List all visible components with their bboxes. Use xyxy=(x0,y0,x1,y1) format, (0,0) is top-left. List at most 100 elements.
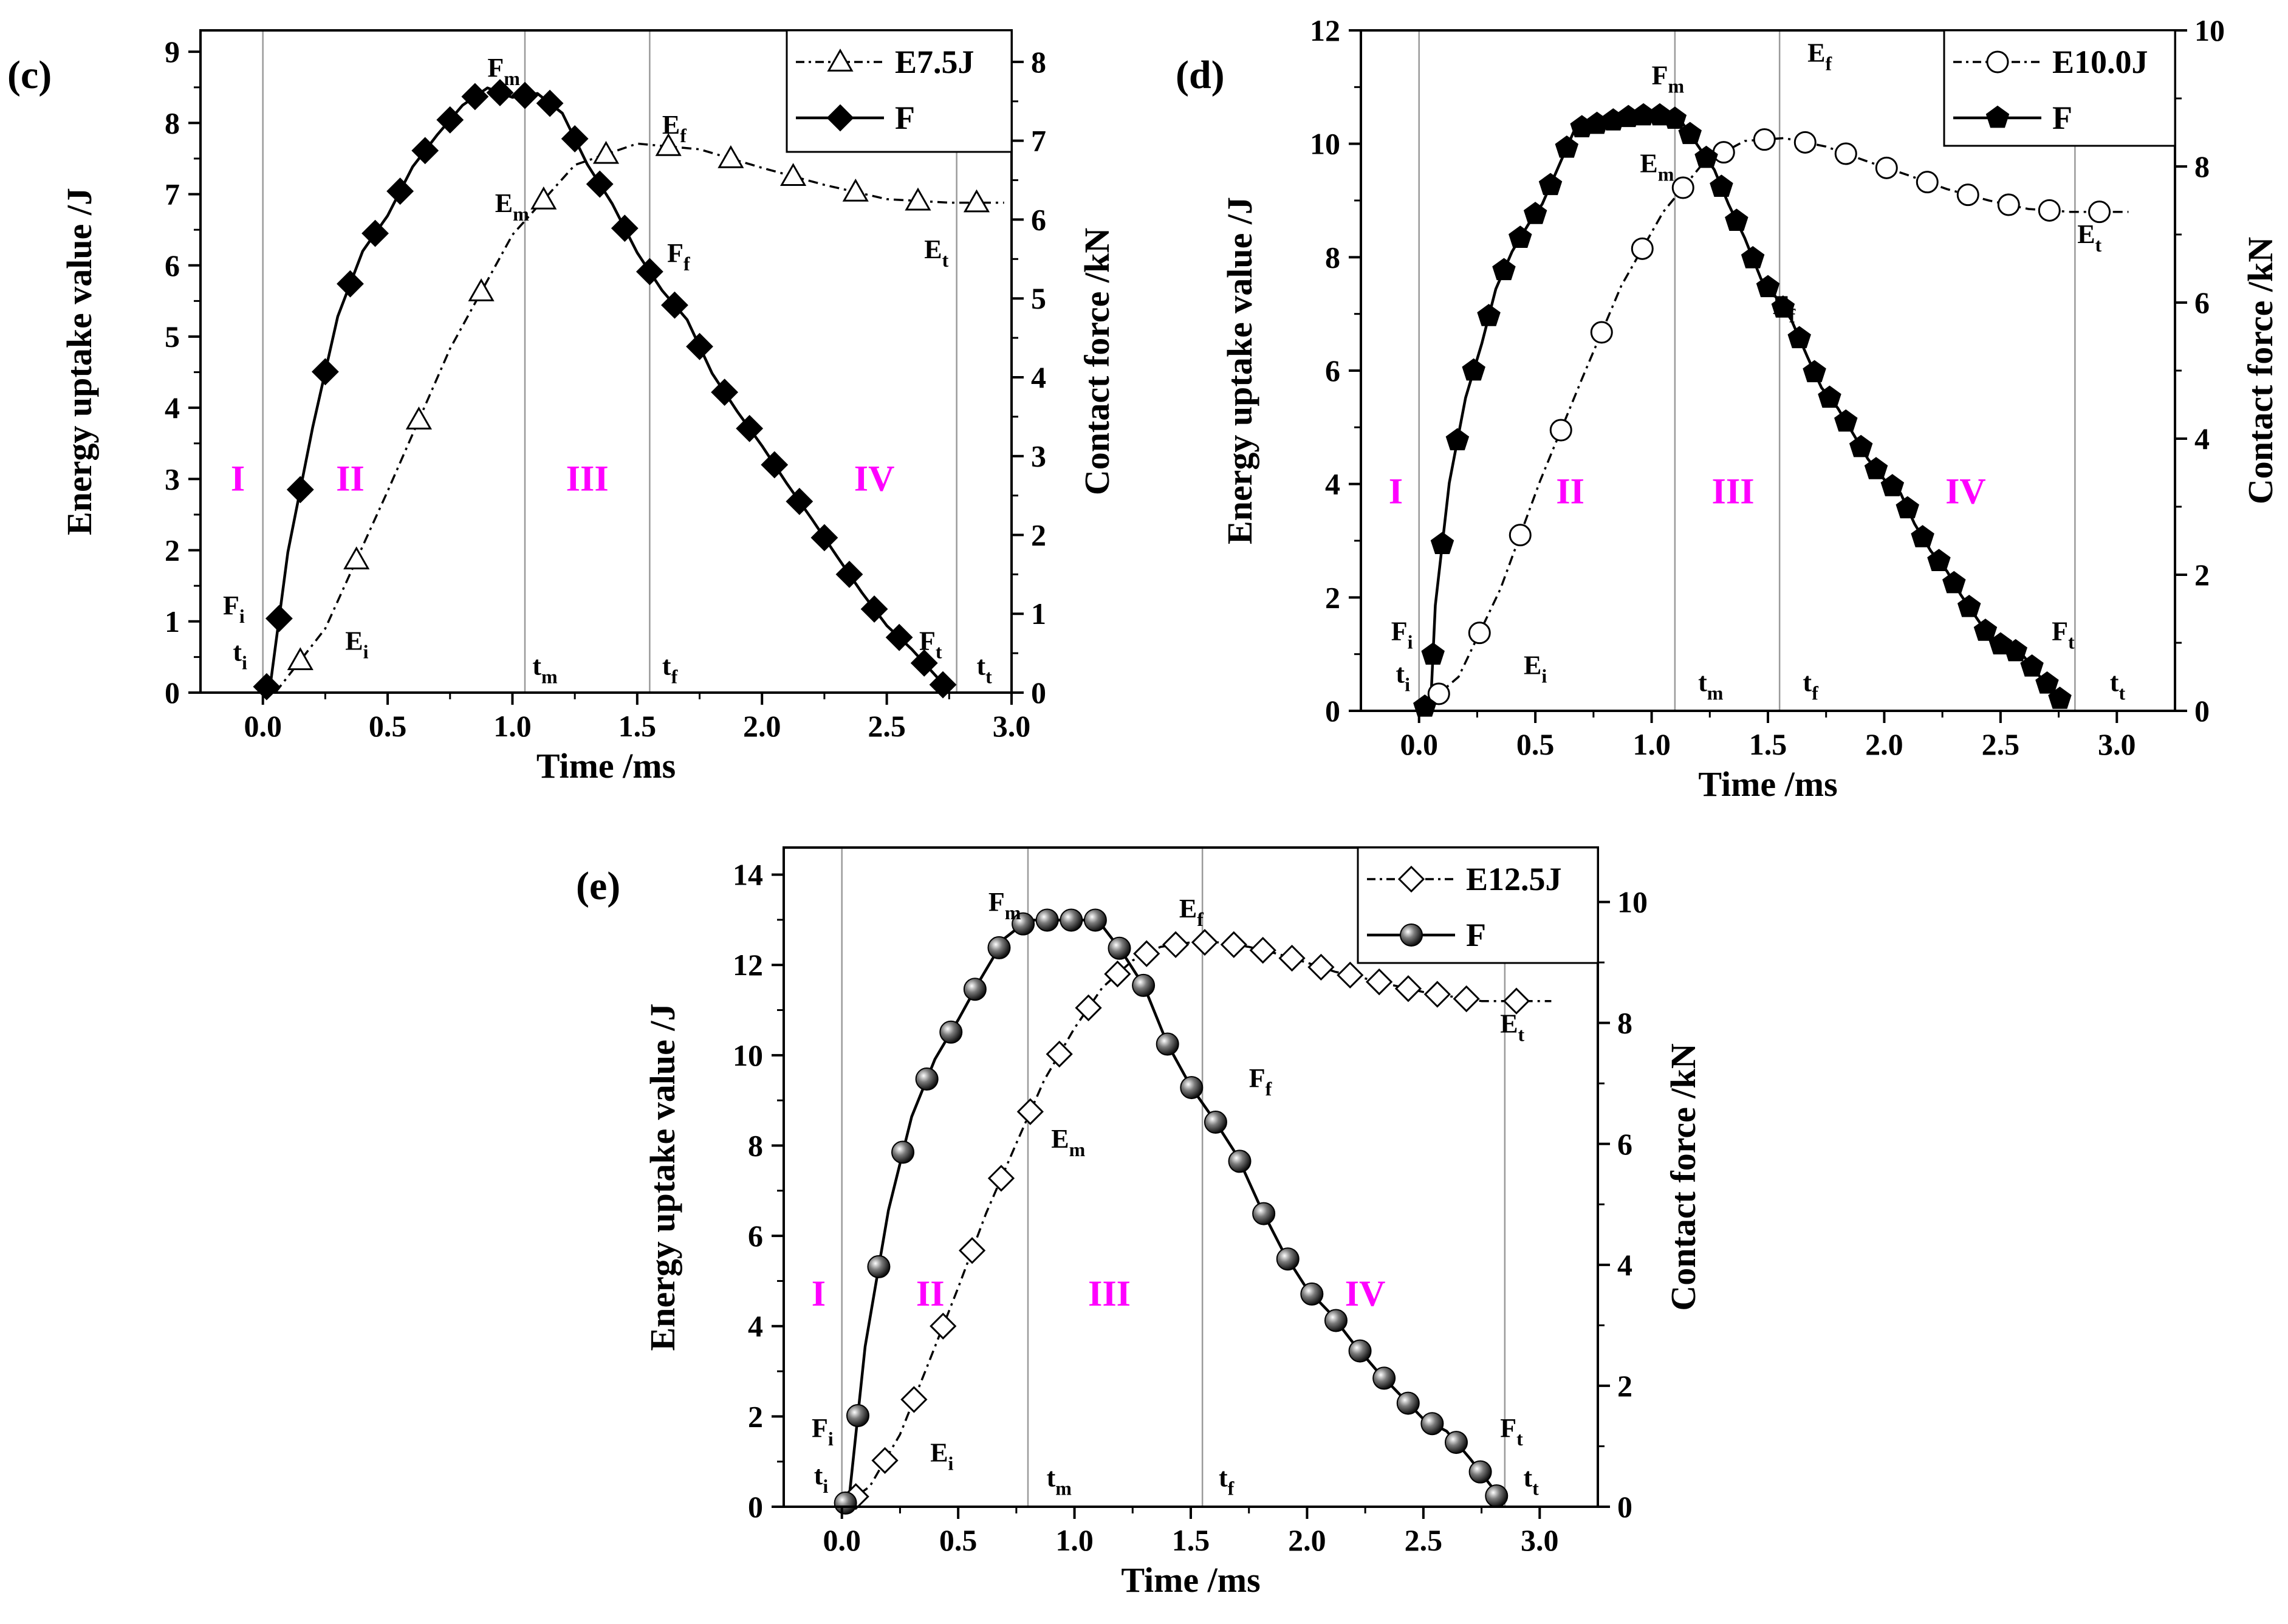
data-point-E7.5J xyxy=(963,189,990,213)
x-tick-label: 2.5 xyxy=(868,709,906,743)
data-point-F xyxy=(1849,434,1873,457)
data-point-F xyxy=(910,649,938,677)
y-left-tick-label: 4 xyxy=(1325,467,1340,501)
point-annotation: Fm xyxy=(487,53,520,89)
data-point-F xyxy=(835,560,863,588)
point-annotation: Ft xyxy=(2052,616,2075,653)
point-annotation: Ef xyxy=(1807,38,1832,74)
x-tick-label: 1.5 xyxy=(618,709,657,743)
phase-label-II: II xyxy=(336,459,365,499)
point-annotation: Fi xyxy=(223,591,245,627)
data-point-F xyxy=(1228,1149,1252,1173)
point-annotation: ti xyxy=(233,637,247,673)
data-point-F xyxy=(586,170,614,198)
legend-box xyxy=(1943,29,2176,147)
x-tick-label: 2.5 xyxy=(1982,727,2020,761)
y-right-tick-label: 6 xyxy=(2194,286,2210,320)
data-point-E10.0J xyxy=(1631,237,1654,260)
data-point-F xyxy=(1276,1247,1300,1271)
point-annotation: tm xyxy=(1698,667,1724,704)
x-axis-title: Time /ms xyxy=(536,746,676,786)
data-point-F xyxy=(885,623,913,651)
data-point-F xyxy=(265,605,293,632)
data-point-F xyxy=(461,83,489,111)
data-point-E12.5J xyxy=(1365,968,1393,996)
data-point-E7.5J xyxy=(405,406,433,430)
data-point-F xyxy=(486,79,514,106)
data-point-E7.5J xyxy=(592,140,620,164)
panel-d: (d) 0.0 0.5 1.0 1.5 2.0 2.5 3.0 0 2 4 6 8 10 12 0 2 4 6 8 10… xyxy=(1176,13,2280,804)
point-annotation: Em xyxy=(1051,1124,1085,1160)
point-annotation: tf xyxy=(1219,1463,1235,1499)
data-point-E7.5J xyxy=(287,647,313,671)
y-left-axis-title: Energy uptake value /J xyxy=(1220,197,1259,544)
y-left-tick-label: 10 xyxy=(733,1038,763,1072)
legend-marker xyxy=(1986,50,2009,74)
data-point-F xyxy=(1396,1391,1420,1415)
legend-marker xyxy=(1400,923,1423,947)
data-point-F xyxy=(2035,671,2059,694)
phase-label-IV: IV xyxy=(854,459,895,499)
y-right-tick-label: 5 xyxy=(1031,281,1046,315)
data-point-F xyxy=(891,1140,915,1164)
data-point-F xyxy=(1372,1366,1396,1390)
y-right-tick-label: 10 xyxy=(1617,885,1648,919)
data-point-E12.5J xyxy=(1453,985,1480,1013)
data-point-F xyxy=(361,219,389,247)
data-point-F xyxy=(1710,174,1733,197)
data-point-F xyxy=(1420,1412,1444,1436)
data-point-F xyxy=(1468,1460,1492,1484)
y-left-tick-label: 9 xyxy=(165,35,180,69)
data-point-E12.5J xyxy=(1307,953,1335,981)
y-left-tick-label: 14 xyxy=(733,858,763,892)
point-annotation: Fi xyxy=(812,1413,834,1450)
series-line-E10.0J xyxy=(1418,137,2129,712)
point-annotation: tt xyxy=(976,651,992,688)
x-tick-label: 1.5 xyxy=(1172,1523,1210,1557)
data-point-F xyxy=(2048,687,2072,709)
phase-label-IV: IV xyxy=(1345,1273,1386,1314)
phase-label-IV: IV xyxy=(1945,471,1986,511)
data-point-F xyxy=(536,89,564,117)
data-point-F xyxy=(1444,1431,1468,1454)
x-axis-title: Time /ms xyxy=(1698,764,1837,804)
data-point-E10.0J xyxy=(2038,199,2061,222)
data-point-F xyxy=(686,332,713,360)
y-right-tick-label: 7 xyxy=(1031,124,1046,158)
data-point-F xyxy=(1523,202,1547,224)
data-point-F xyxy=(511,81,539,109)
point-annotation: Et xyxy=(1500,1009,1524,1046)
x-tick-label: 3.0 xyxy=(1521,1523,1559,1557)
data-point-F xyxy=(1348,1339,1372,1363)
phase-label-I: I xyxy=(812,1273,826,1314)
point-annotation: Et xyxy=(2077,219,2101,256)
data-point-E12.5J xyxy=(871,1447,899,1474)
data-point-F xyxy=(867,1255,891,1278)
data-point-F xyxy=(1555,135,1579,158)
phase-label-II: II xyxy=(916,1273,945,1314)
data-point-E10.0J xyxy=(1834,142,1857,165)
data-point-F xyxy=(1462,358,1485,381)
data-point-E10.0J xyxy=(1549,419,1572,442)
x-tick-label: 2.0 xyxy=(1865,727,1903,761)
y-left-tick-label: 2 xyxy=(165,533,180,567)
x-tick-label: 0.0 xyxy=(244,709,282,743)
data-point-F xyxy=(337,270,364,298)
y-left-tick-label: 8 xyxy=(748,1128,763,1162)
data-point-E12.5J xyxy=(1249,936,1276,964)
x-tick-label: 0.0 xyxy=(823,1523,861,1557)
data-point-F xyxy=(963,978,987,1001)
point-annotation: Ft xyxy=(1500,1413,1523,1450)
y-right-tick-label: 2 xyxy=(1031,518,1046,552)
x-tick-label: 3.0 xyxy=(2098,727,2136,761)
x-tick-label: 0.5 xyxy=(369,709,407,743)
data-point-F xyxy=(1803,360,1826,383)
data-point-E7.5J xyxy=(530,186,557,210)
data-point-F xyxy=(1880,474,1905,496)
panel-e: (e) 0.0 0.5 1.0 1.5 2.0 2.5 3.0 0 2 4 6 8 10 12 14 0 2 4 6 8… xyxy=(576,846,1703,1600)
y-left-tick-label: 2 xyxy=(1325,580,1340,614)
data-point-E12.5J xyxy=(1337,961,1364,989)
data-point-F xyxy=(761,451,789,479)
y-left-tick-label: 2 xyxy=(748,1399,763,1433)
data-point-F xyxy=(846,1404,869,1428)
